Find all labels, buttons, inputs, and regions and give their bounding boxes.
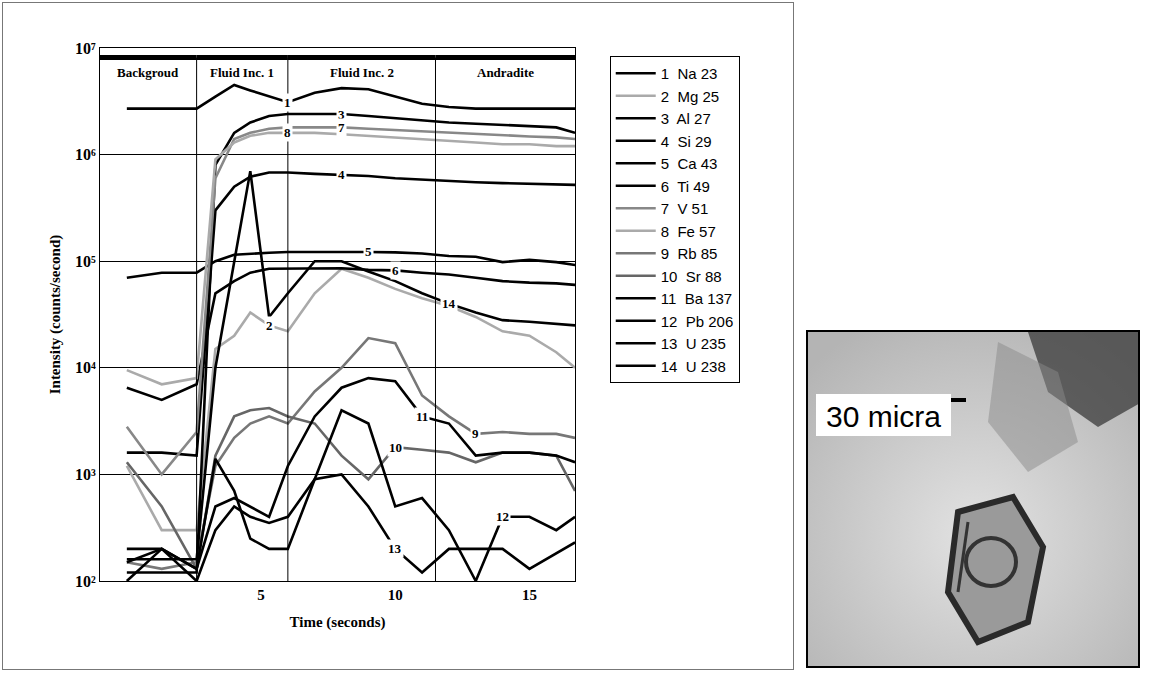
svg-text:10⁶: 10⁶ (75, 146, 96, 163)
svg-text:13 U 235: 13 U 235 (661, 335, 726, 352)
svg-text:12: 12 (496, 509, 509, 524)
svg-text:4 Si 29: 4 Si 29 (661, 133, 712, 150)
svg-text:10³: 10³ (75, 466, 96, 483)
svg-text:10⁷: 10⁷ (75, 40, 96, 57)
svg-text:Time (seconds): Time (seconds) (290, 614, 386, 631)
svg-text:3 Al 27: 3 Al 27 (661, 110, 711, 127)
html-text:30 micra: 30 micra (826, 400, 941, 433)
svg-text:6: 6 (392, 263, 399, 278)
svg-text:14 U 238: 14 U 238 (661, 358, 726, 375)
svg-text:6 Ti 49: 6 Ti 49 (661, 178, 710, 195)
svg-text:Andradite: Andradite (477, 65, 534, 80)
svg-text:8 Fe 57: 8 Fe 57 (661, 223, 716, 240)
svg-text:7 V 51: 7 V 51 (661, 200, 709, 217)
svg-text:Fluid Inc. 1: Fluid Inc. 1 (210, 65, 274, 80)
svg-text:11: 11 (416, 409, 428, 424)
svg-text:10: 10 (389, 440, 402, 455)
svg-text:2: 2 (266, 318, 273, 333)
svg-text:11 Ba 137: 11 Ba 137 (661, 290, 732, 307)
svg-text:13: 13 (388, 541, 402, 556)
svg-text:1: 1 (284, 95, 291, 110)
svg-text:8: 8 (284, 125, 291, 140)
svg-text:Fluid Inc. 2: Fluid Inc. 2 (330, 65, 394, 80)
svg-text:5 Ca 43: 5 Ca 43 (661, 155, 718, 172)
svg-text:2 Mg 25: 2 Mg 25 (661, 88, 719, 105)
svg-text:7: 7 (338, 120, 345, 135)
svg-text:5: 5 (365, 244, 372, 259)
svg-text:3: 3 (338, 107, 345, 122)
svg-text:10⁴: 10⁴ (75, 359, 96, 376)
svg-text:9: 9 (472, 426, 479, 441)
svg-text:14: 14 (442, 296, 456, 311)
svg-text:10²: 10² (75, 573, 96, 590)
svg-text:5: 5 (257, 587, 265, 603)
svg-text:Intensity (counts/second): Intensity (counts/second) (47, 235, 64, 395)
svg-text:9 Rb 85: 9 Rb 85 (661, 245, 718, 262)
svg-text:10 Sr 88: 10 Sr 88 (661, 268, 722, 285)
svg-text:1 Na 23: 1 Na 23 (661, 65, 718, 82)
svg-text:12 Pb 206: 12 Pb 206 (661, 313, 734, 330)
svg-text:Backgroud: Backgroud (117, 65, 179, 80)
svg-text:10⁵: 10⁵ (75, 253, 96, 270)
svg-text:10: 10 (388, 587, 403, 603)
svg-text:4: 4 (338, 167, 345, 182)
svg-text:15: 15 (522, 587, 537, 603)
